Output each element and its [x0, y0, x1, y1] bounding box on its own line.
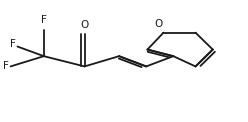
Text: O: O	[80, 20, 89, 30]
Text: O: O	[155, 19, 163, 29]
Text: F: F	[41, 15, 47, 25]
Text: F: F	[3, 61, 9, 71]
Text: F: F	[10, 39, 15, 49]
